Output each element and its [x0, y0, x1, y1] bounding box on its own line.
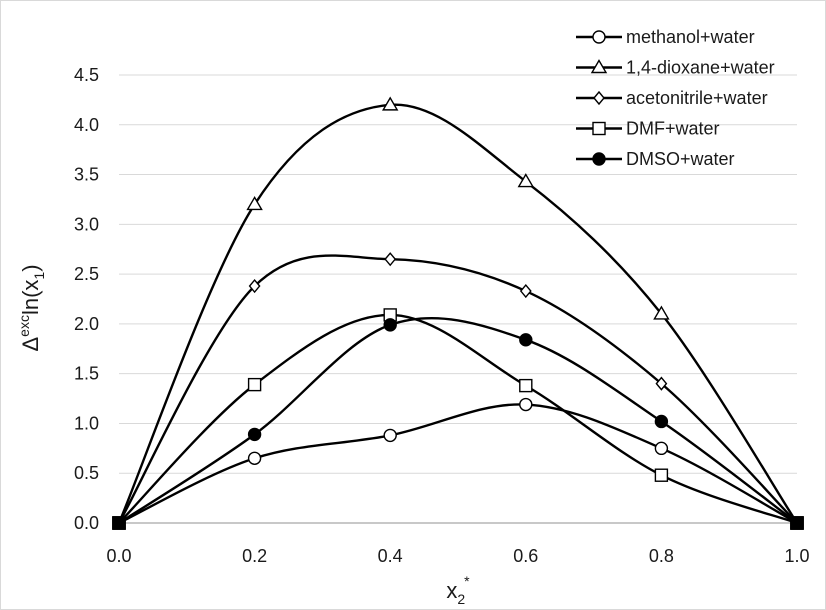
x-tick-label: 0.4 [378, 546, 403, 566]
y-tick-label: 4.0 [74, 115, 99, 135]
data-point-0-1 [247, 451, 262, 465]
y-tick-label: 0.5 [74, 463, 99, 483]
data-point-4-4 [654, 414, 669, 429]
y-tick-label: 3.5 [74, 165, 99, 185]
series-line-3 [118, 313, 798, 525]
data-point-4-1 [247, 427, 262, 442]
series-lines [117, 103, 799, 525]
x-tick-label: 0.2 [242, 546, 267, 566]
y-tick-label: 1.5 [74, 364, 99, 384]
y-axis-title: Δexcln(x1) [16, 264, 47, 351]
data-point-0-4 [654, 441, 669, 456]
series-line-1 [117, 103, 799, 524]
legend-label-3: DMF+water [626, 119, 720, 139]
y-axis-title-prefix: Δ [18, 337, 43, 352]
x-tick-label: 0.8 [649, 546, 674, 566]
legend: methanol+water 1,4-dioxane+water acetonitr… [576, 27, 775, 169]
y-tick-labels: 0.0 0.5 1.0 1.5 2.0 2.5 3.0 3.5 4.0 4.5 [74, 65, 99, 533]
data-point-3-3 [519, 378, 533, 393]
data-point-2-4 [655, 376, 668, 391]
data-point-3-4 [654, 468, 669, 482]
y-axis-title-suffix: ) [18, 264, 43, 271]
x-axis-title-sub: 2 [457, 591, 465, 607]
legend-marker-2 [593, 90, 605, 106]
legend-marker-0 [592, 30, 606, 44]
data-point-0-2 [383, 428, 397, 443]
series-markers [112, 96, 804, 530]
x-axis-title-sup: * [464, 573, 470, 589]
series-line-2 [117, 254, 798, 524]
y-tick-label: 0.0 [74, 513, 99, 533]
x-axis-title: x2 * [446, 573, 470, 607]
data-point-4-3 [519, 333, 533, 347]
data-point-1-2 [381, 96, 399, 111]
legend-marker-1 [590, 59, 608, 74]
y-tick-label: 3.0 [74, 214, 99, 234]
data-point-4-0 [112, 516, 126, 530]
series-line-4 [118, 316, 798, 525]
legend-label-1: 1,4-dioxane+water [626, 58, 775, 78]
x-tick-label: 0.6 [513, 546, 538, 566]
legend-marker-4 [592, 152, 606, 166]
y-axis-title-sub: 1 [31, 272, 47, 280]
gridlines [119, 74, 797, 474]
x-tick-label: 1.0 [784, 546, 809, 566]
y-tick-label: 2.5 [74, 264, 99, 284]
y-tick-label: 4.5 [74, 65, 99, 85]
legend-marker-3 [592, 121, 606, 136]
data-point-2-3 [519, 283, 532, 299]
data-point-2-1 [248, 278, 261, 294]
y-tick-label: 1.0 [74, 413, 99, 433]
data-point-4-5 [790, 516, 804, 530]
y-axis-title-mid: ln(x [18, 280, 43, 315]
data-point-3-1 [247, 377, 262, 392]
data-point-2-2 [384, 252, 397, 267]
x-tick-label: 0.0 [106, 546, 131, 566]
x-tick-labels: 0.0 0.2 0.4 0.6 0.8 1.0 [106, 546, 809, 566]
data-point-0-3 [519, 397, 533, 412]
data-point-1-3 [517, 173, 535, 188]
data-point-1-1 [246, 196, 263, 211]
y-axis-title-sup: exc [16, 315, 32, 337]
legend-label-2: acetonitrile+water [626, 88, 768, 108]
data-point-4-2 [383, 318, 397, 332]
legend-label-4: DMSO+water [626, 149, 735, 169]
x-axis-title-base: x [446, 578, 457, 603]
data-point-1-4 [653, 305, 670, 320]
y-tick-label: 2.0 [74, 314, 99, 334]
legend-label-0: methanol+water [626, 27, 755, 47]
series-line-0 [118, 403, 798, 525]
